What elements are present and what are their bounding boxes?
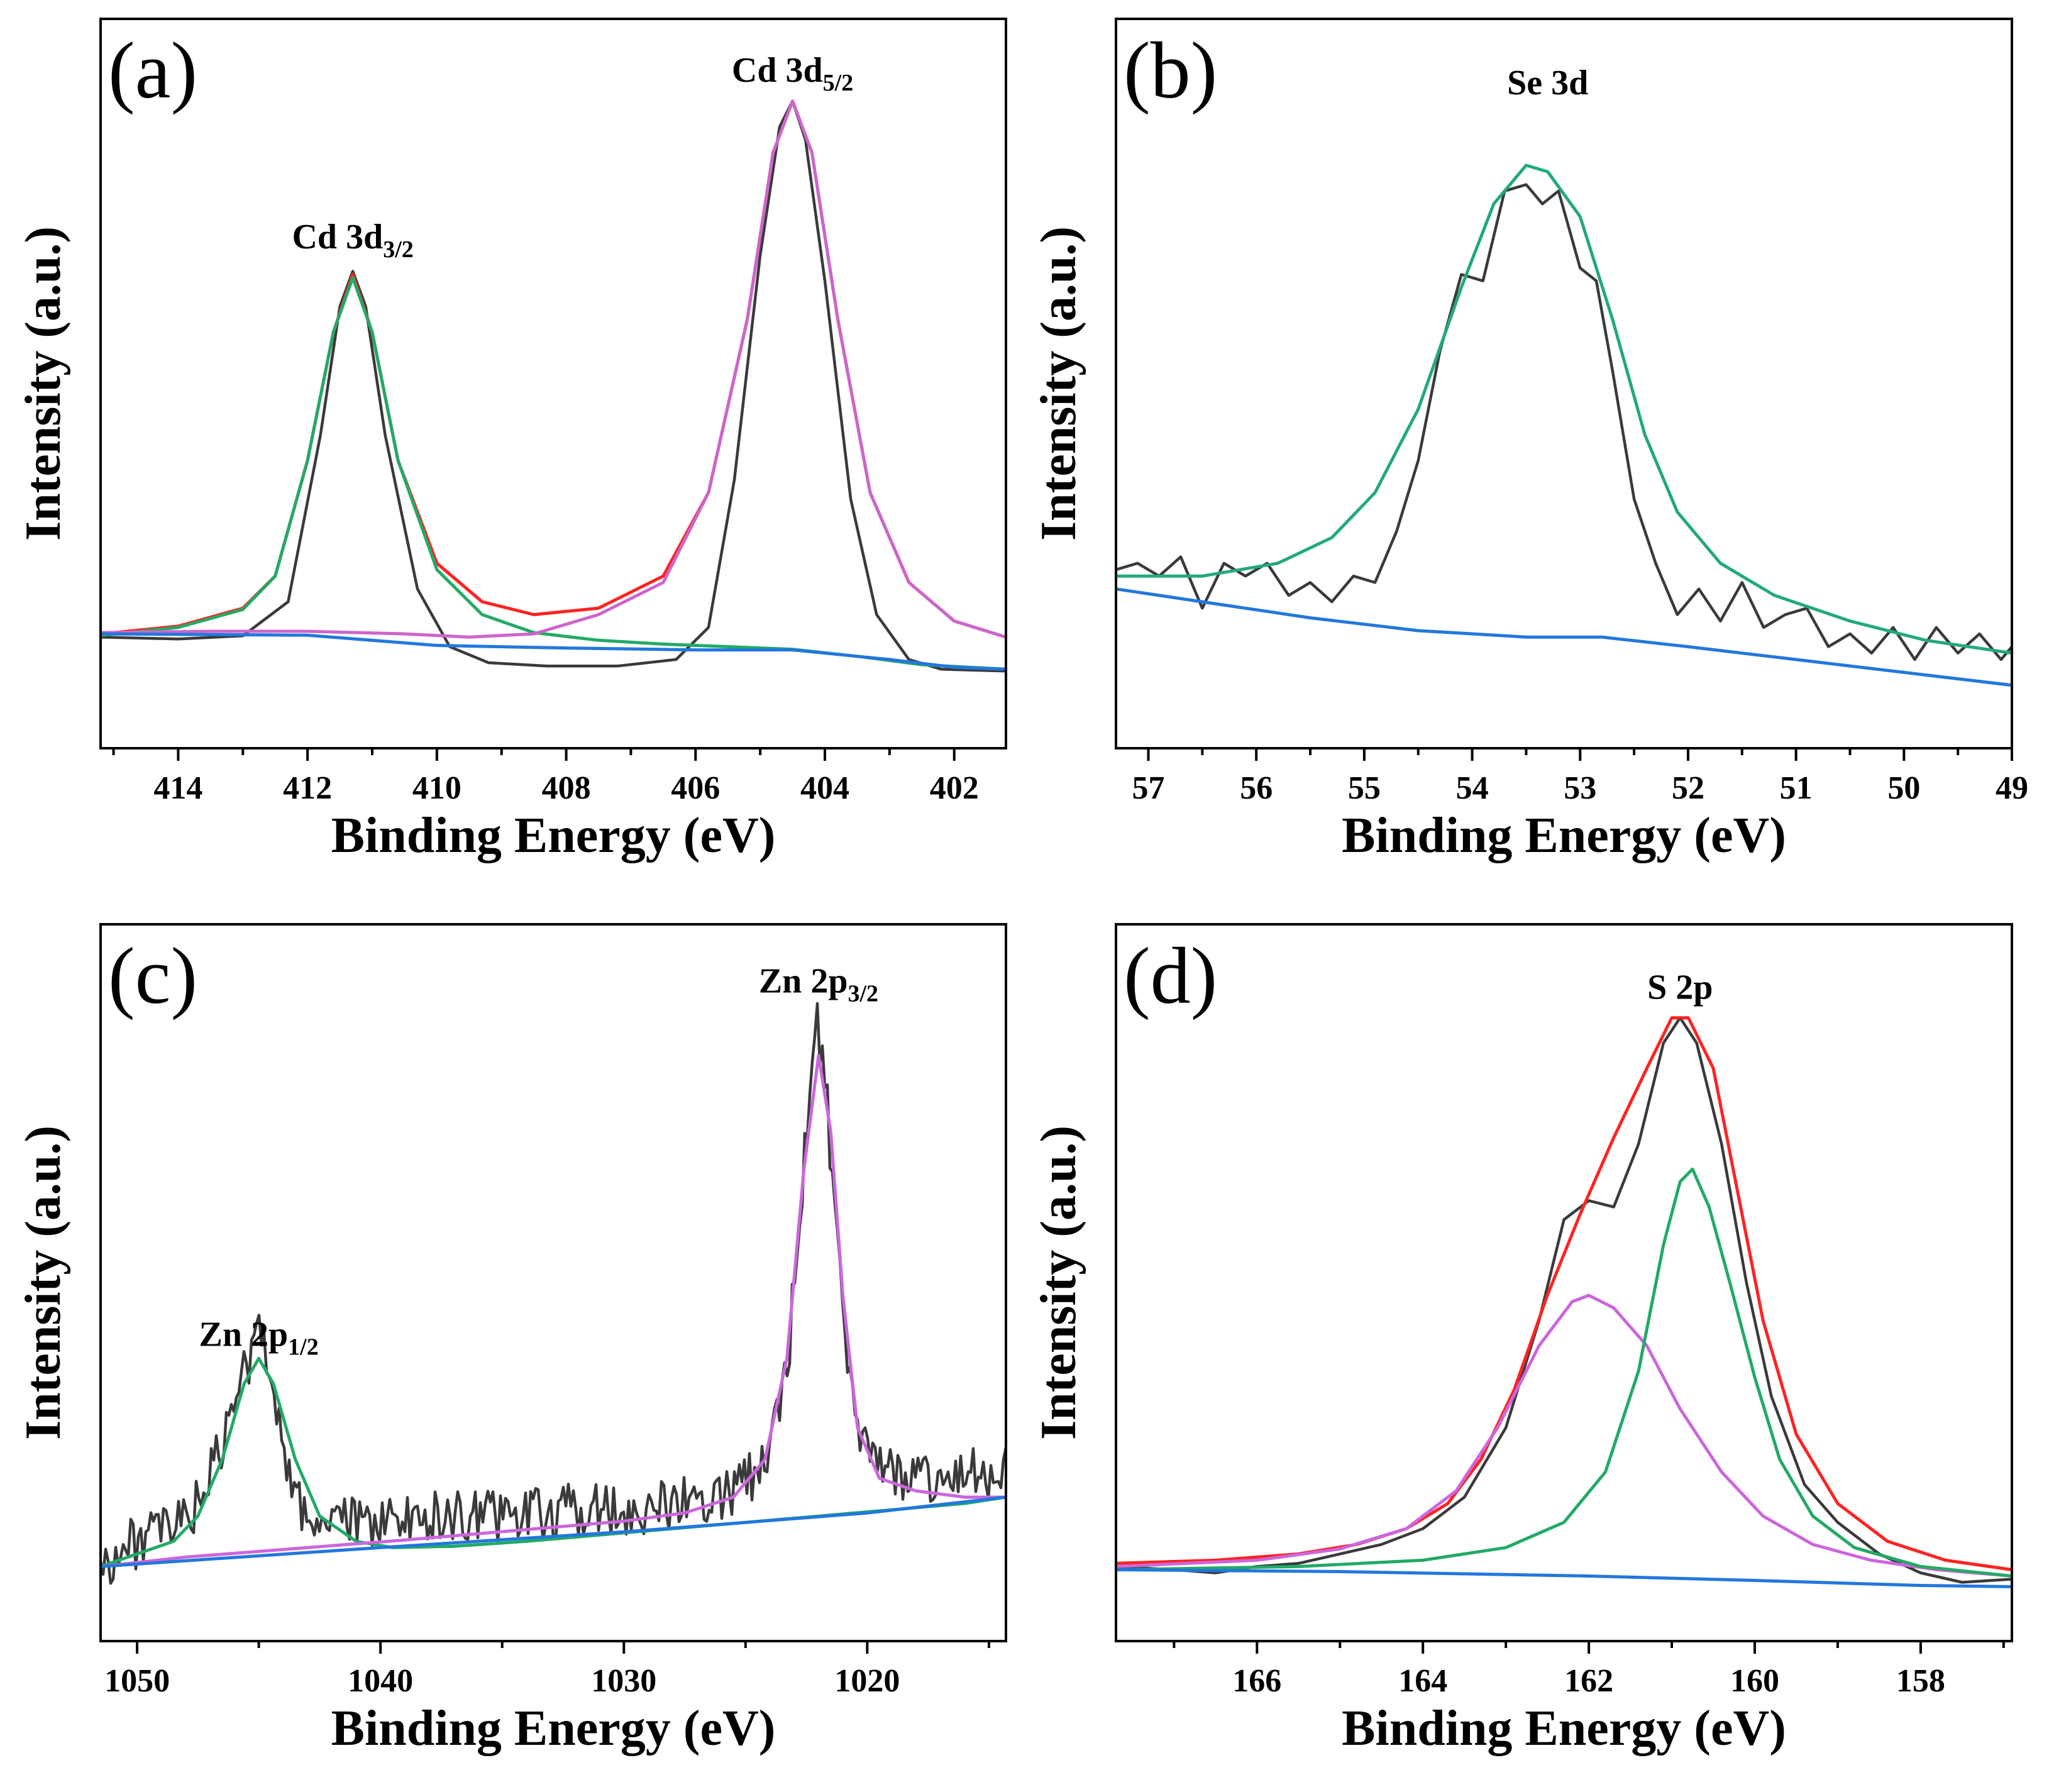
x-tick-label: 410 [412,770,461,806]
panel-label: (c) [108,931,197,1020]
series-fit [1116,163,2012,655]
series-group [1116,1016,2012,1588]
series-background [101,1495,1006,1568]
peak-label: Cd 3d5/2 [732,51,853,96]
x-tick-label: 412 [283,770,332,806]
panel-c: 1050 1040 1030 1020 Binding Energy (eV) Inten… [16,923,1007,1756]
series-group [101,99,1006,673]
series-raw [101,1002,1006,1585]
x-tick-label: 158 [1896,1663,1945,1699]
x-tick-label: 1040 [348,1663,413,1699]
peak-label: Se 3d [1507,64,1588,102]
series-raw [1116,183,2012,661]
plot-frame [99,923,1007,1642]
plot-frame [99,18,1007,749]
x-tick-label: 54 [1456,770,1489,806]
x-tick-label: 55 [1348,770,1381,806]
series-background [101,632,1006,671]
series-group [101,1002,1006,1585]
peak-label: Zn 2p3/2 [759,961,878,1007]
y-axis-title: Intensity (a.u.) [1031,226,1086,541]
x-tick-label: 1050 [104,1663,170,1699]
peak-label: S 2p [1647,968,1713,1007]
x-tick-label: 50 [1887,770,1920,806]
x-tick-label: 51 [1780,770,1813,806]
x-tick-label: 402 [930,770,979,806]
series-component-3d3/2 [101,276,1006,671]
series-raw [1116,1016,2012,1584]
x-tick-label: 1020 [834,1663,900,1699]
x-tick-label: 56 [1240,770,1273,806]
panel-a: 414 412 410 408 406 404 402 Binding Energy (eV)… [16,18,1007,863]
series-group [1116,163,2012,687]
x-tick-label: 53 [1564,770,1596,806]
panel-label: (d) [1124,931,1217,1020]
x-axis-title: Binding Energy (eV) [1342,808,1786,863]
y-axis-title: Intensity (a.u.) [16,1126,71,1440]
x-tick-label: 1030 [591,1663,656,1699]
x-axis-title: Binding Energy (eV) [331,808,776,863]
series-fit-envelope [101,99,1006,639]
series-raw [101,99,1006,673]
x-axis-title: Binding Energy (eV) [331,1701,776,1756]
panel-d: 166 164 162 160 158 Binding Energy (eV) Intens… [1031,923,2013,1756]
y-axis-title: Intensity (a.u.) [1031,1126,1086,1440]
plot-frame [1115,18,2013,749]
plot-frame [1115,923,2013,1642]
panel-b: 57 56 55 54 53 52 51 50 49 Binding Energy (eV) Int… [1031,18,2028,863]
series-fit-2p3/2 [101,1054,1006,1568]
peak-label: Zn 2p1/2 [199,1315,319,1360]
x-tick-label: 414 [153,770,202,806]
series-background [1116,1568,2012,1588]
x-tick-label: 49 [1996,770,2028,806]
x-tick-label: 408 [542,770,591,806]
series-component-2 [1116,1167,2012,1578]
series-component-1 [1116,1293,2012,1578]
series-component-3d5/2 [101,99,1006,639]
peak-label: Cd 3d3/2 [292,218,413,263]
x-tick-label: 166 [1232,1663,1281,1699]
x-tick-label: 162 [1564,1663,1613,1699]
series-fit-envelope [1116,1016,2012,1571]
panel-label: (a) [108,26,197,115]
y-axis-title: Intensity (a.u.) [16,226,71,541]
x-tick-label: 57 [1132,770,1165,806]
x-tick-label: 164 [1398,1663,1447,1699]
x-tick-label: 160 [1730,1663,1779,1699]
x-tick-label: 406 [671,770,720,806]
panel-label: (b) [1124,26,1217,115]
series-background [1116,587,2012,687]
x-tick-label: 404 [800,770,849,806]
x-axis-title: Binding Energy (eV) [1342,1701,1786,1756]
x-tick-label: 52 [1672,770,1704,806]
